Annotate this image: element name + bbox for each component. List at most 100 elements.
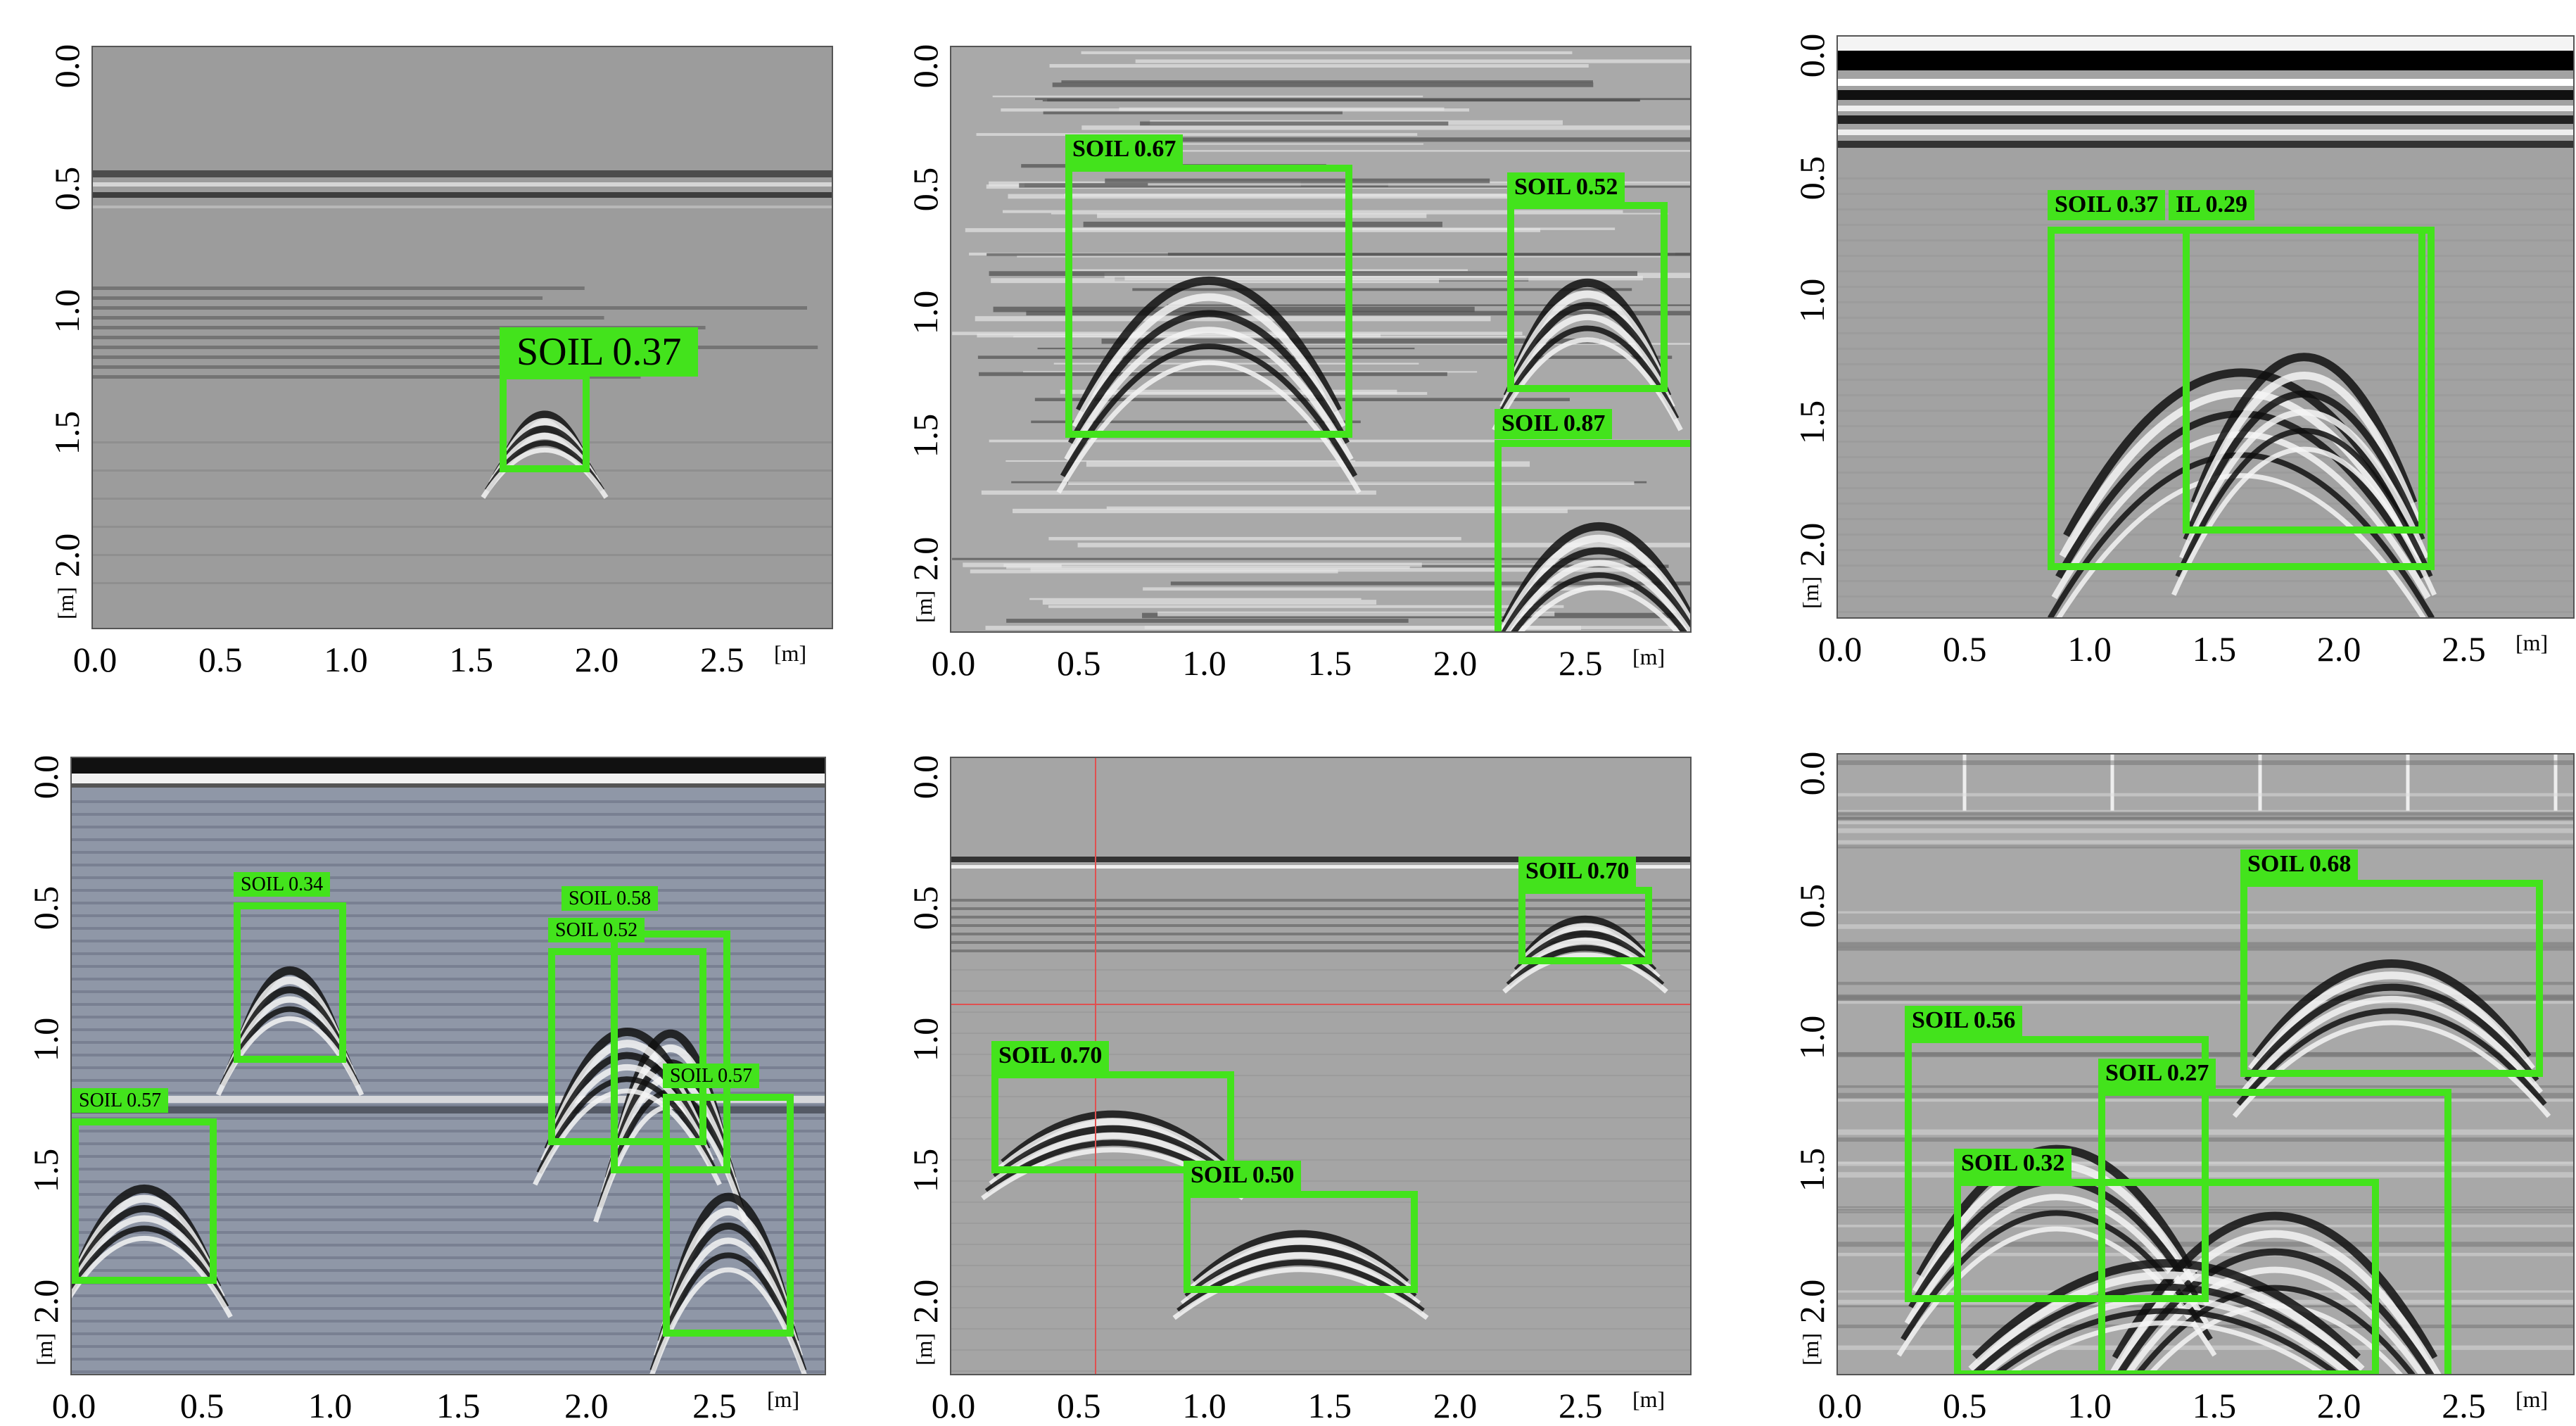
panel-6: SOIL 0.68 SOIL 0.56 SOIL 0.27 SOIL 0.32 0.0 0… (1780, 700, 2576, 1425)
panel-5: SOIL 0.70 SOIL 0.70 SOIL 0.50 0.0 0.5 1.0 1.5 2… (894, 700, 1703, 1425)
y-tick-label: 1.0 (1792, 1015, 1832, 1060)
x-tick-label: 0.5 (1057, 643, 1101, 683)
radargram-plot: SOIL 0.70 SOIL 0.70 SOIL 0.50 (950, 757, 1692, 1375)
detection-label: SOIL 0.70 (1518, 857, 1637, 887)
y-tick-label: 0.0 (47, 44, 87, 89)
x-tick-label: 1.0 (2067, 629, 2112, 669)
x-tick-label: 0.0 (51, 1386, 96, 1425)
y-tick-label: 1.5 (906, 413, 945, 458)
detection-label: SOIL 0.56 (1905, 1006, 2023, 1036)
detection-label: SOIL 0.57 (663, 1064, 760, 1088)
y-tick-label: 0.5 (26, 886, 65, 930)
x-tick-label: 2.0 (564, 1386, 609, 1425)
x-tick-label: 1.5 (2192, 629, 2237, 669)
y-tick-label: 2.0 (906, 536, 945, 581)
x-tick-label: 1.5 (1307, 643, 1352, 683)
x-tick-label: 2.5 (1559, 1386, 1603, 1425)
reflection-layers (93, 170, 832, 584)
detection-label: SOIL 0.52 (548, 918, 645, 942)
y-axis-unit: [m] (911, 1332, 937, 1365)
x-tick-label: 2.5 (692, 1386, 737, 1425)
x-tick-label: 0.5 (1943, 1386, 1987, 1425)
detection-label: SOIL 0.70 (991, 1041, 1110, 1071)
y-axis-unit: [m] (53, 586, 78, 619)
y-tick-label: 0.5 (906, 167, 945, 212)
detection-box (548, 948, 706, 1145)
detection-label: SOIL 0.87 (1495, 409, 1613, 439)
detection-box (1065, 165, 1352, 438)
detection-label: SOIL 0.37 (500, 327, 699, 377)
x-tick-label: 1.5 (449, 640, 494, 679)
radargram-plot: SOIL 0.68 SOIL 0.56 SOIL 0.27 SOIL 0.32 (1836, 753, 2575, 1375)
y-tick-label: 0.0 (906, 755, 945, 800)
detection-box (2183, 227, 2425, 534)
y-tick-label: 1.5 (1792, 400, 1832, 445)
y-tick-label: 2.0 (906, 1279, 945, 1324)
detection-label: SOIL 0.32 (1954, 1149, 2072, 1179)
y-tick-label: 2.0 (1792, 1279, 1832, 1324)
detection-box (663, 1094, 794, 1337)
detection-box (1518, 887, 1652, 964)
detection-box (1954, 1179, 2379, 1374)
detection-label: SOIL 0.67 (1065, 134, 1184, 165)
y-tick-label: 2.0 (1792, 522, 1832, 567)
detection-label: SOIL 0.58 (561, 886, 659, 911)
detection-box (234, 902, 346, 1063)
y-tick-label: 0.0 (906, 44, 945, 89)
y-axis-unit: [m] (911, 590, 937, 623)
y-tick-label: 0.0 (1792, 33, 1832, 78)
x-tick-label: 1.5 (1307, 1386, 1352, 1425)
radargram-image (93, 47, 832, 628)
y-tick-label: 1.5 (26, 1148, 65, 1193)
hyperbola-reflections (1056, 276, 1690, 631)
x-tick-label: 2.0 (2316, 1386, 2361, 1425)
detection-box (611, 930, 730, 1173)
y-tick-label: 1.5 (1792, 1147, 1832, 1192)
hyperbola-reflections (2048, 353, 2437, 617)
y-tick-label: 1.5 (47, 411, 87, 455)
reflection-layers (951, 857, 1690, 1372)
y-tick-label: 0.5 (1792, 156, 1832, 201)
detection-box (991, 1071, 1234, 1173)
detection-box (2240, 880, 2543, 1077)
reflection-layers (72, 758, 825, 1373)
detection-label: SOIL 0.34 (234, 872, 331, 897)
y-tick-label: 0.0 (1792, 751, 1832, 796)
panel-2: SOIL 0.67 SOIL 0.52 SOIL 0.87 0.0 0.5 1.0 1.5 2… (894, 0, 1703, 700)
x-axis-unit: [m] (2515, 630, 2549, 655)
y-tick-label: 1.0 (47, 289, 87, 333)
x-tick-label: 0.5 (1943, 629, 1987, 669)
detection-box (2098, 1089, 2451, 1374)
detection-box (1184, 1191, 1418, 1293)
detection-box (500, 372, 590, 472)
detection-label: SOIL 0.57 (72, 1088, 169, 1113)
x-tick-label: 0.0 (72, 640, 118, 679)
detection-label: SOIL 0.50 (1184, 1161, 1302, 1191)
y-tick-label: 1.0 (906, 290, 945, 335)
x-axis-unit: [m] (1632, 1387, 1665, 1412)
y-tick-label: 1.0 (1792, 278, 1832, 322)
detection-label: SOIL 0.27 (2098, 1059, 2216, 1089)
x-tick-label: 2.5 (1559, 643, 1603, 683)
y-tick-label: 0.0 (26, 755, 65, 800)
x-tick-label: 2.5 (700, 640, 744, 679)
x-axis-unit: [m] (774, 641, 807, 666)
detection-label: SOIL 0.37 (2048, 190, 2166, 220)
detection-box (72, 1118, 217, 1284)
y-tick-label: 0.5 (1792, 883, 1832, 928)
x-tick-label: 0.0 (1817, 629, 1863, 669)
x-tick-label: 2.0 (574, 640, 619, 679)
radargram-plot: SOIL 0.37 IL 0.29 (1836, 35, 2575, 619)
x-tick-label: 1.0 (1182, 643, 1226, 683)
x-tick-label: 2.5 (2442, 1386, 2486, 1425)
y-tick-label: 0.5 (906, 886, 945, 930)
x-tick-label: 1.0 (307, 1386, 353, 1425)
x-tick-label: 1.0 (324, 640, 368, 679)
x-axis-unit: [m] (1632, 644, 1665, 669)
x-tick-label: 0.0 (931, 1386, 976, 1425)
y-tick-label: 2.0 (26, 1279, 65, 1324)
detection-box (1495, 440, 1690, 631)
detection-label: IL 0.29 (2169, 190, 2255, 220)
y-axis-unit: [m] (1798, 576, 1823, 609)
x-tick-label: 2.5 (2442, 629, 2486, 669)
